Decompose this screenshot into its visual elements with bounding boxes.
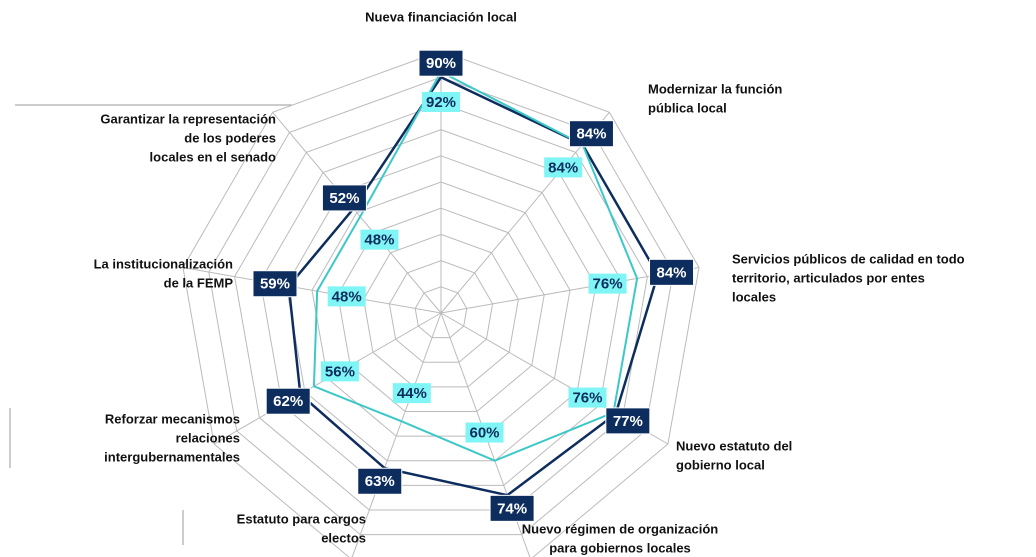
- data-label-box: [252, 270, 298, 298]
- data-label-box: [422, 91, 460, 112]
- data-label-box: [357, 467, 403, 495]
- axis-spoke: [351, 312, 442, 557]
- grid-ring: [208, 76, 674, 536]
- data-label: 62%: [273, 393, 303, 410]
- data-label: 92%: [426, 94, 456, 111]
- grid-ring: [259, 129, 623, 486]
- data-label: 90%: [426, 55, 456, 72]
- data-label: 84%: [548, 159, 578, 176]
- data-label: 56%: [325, 363, 355, 380]
- data-label: 59%: [260, 276, 290, 293]
- data-label: 84%: [657, 264, 687, 281]
- grid-ring: [285, 155, 597, 462]
- data-label-box: [649, 258, 695, 286]
- axis-spoke: [182, 267, 442, 314]
- data-label: 76%: [593, 276, 623, 293]
- category-label: locales en el senado: [150, 149, 277, 164]
- data-label-box: [321, 184, 367, 212]
- data-label: 52%: [329, 190, 359, 207]
- category-label: Servicios públicos de calidad en todo: [732, 251, 965, 266]
- data-label: 48%: [332, 288, 362, 305]
- category-label: La institucionalización: [94, 256, 233, 271]
- category-label: de la FEMP: [164, 275, 234, 290]
- data-label-box: [568, 120, 614, 148]
- category-label: intergubernamentales: [104, 449, 240, 464]
- category-label: de los poderes: [184, 130, 276, 145]
- grid-ring: [388, 260, 494, 363]
- category-label: territorio, articulados por entes: [732, 270, 925, 285]
- grid-ring: [363, 233, 519, 388]
- data-label-box: [465, 422, 504, 443]
- data-label-box: [327, 286, 366, 307]
- category-label: gobierno local: [676, 457, 765, 472]
- series-line: [312, 71, 639, 462]
- data-label-box: [489, 494, 535, 522]
- data-label: 74%: [497, 500, 527, 517]
- data-label-box: [392, 383, 431, 404]
- category-label: para gobiernos locales: [549, 540, 691, 555]
- data-label: 60%: [469, 424, 499, 441]
- data-label-box: [544, 157, 583, 178]
- chart-title: Nueva financiación local: [365, 9, 517, 24]
- category-label: pública local: [648, 100, 727, 115]
- category-label: Nuevo estatuto del: [676, 438, 792, 453]
- grid-ring: [182, 50, 700, 557]
- category-label: Reforzar mecanismos: [105, 411, 240, 426]
- grid-ring: [337, 207, 545, 412]
- data-label-box: [568, 387, 607, 408]
- category-label: Garantizar la representación: [100, 111, 276, 126]
- data-label: 44%: [397, 385, 427, 402]
- data-label: 48%: [364, 232, 394, 249]
- grid-ring: [311, 181, 571, 437]
- category-label: Nuevo régimen de organización: [522, 521, 719, 536]
- data-label-box: [588, 273, 627, 294]
- category-label: electos: [321, 530, 366, 545]
- series-line: [287, 76, 660, 497]
- data-label: 84%: [576, 126, 606, 143]
- category-label: locales: [732, 289, 776, 304]
- data-label-box: [320, 361, 359, 382]
- data-label: 77%: [613, 413, 643, 430]
- category-label: Modernizar la función: [648, 81, 782, 96]
- data-label-box: [605, 407, 651, 435]
- data-label-box: [418, 49, 464, 77]
- category-label: relaciones: [176, 430, 240, 445]
- data-label-box: [360, 229, 399, 250]
- data-label: 76%: [572, 390, 602, 407]
- data-label: 63%: [365, 473, 395, 490]
- category-label: Estatuto para cargos: [237, 511, 366, 526]
- grid-ring: [414, 286, 468, 339]
- data-label-box: [265, 387, 311, 415]
- axis-spoke: [272, 111, 442, 314]
